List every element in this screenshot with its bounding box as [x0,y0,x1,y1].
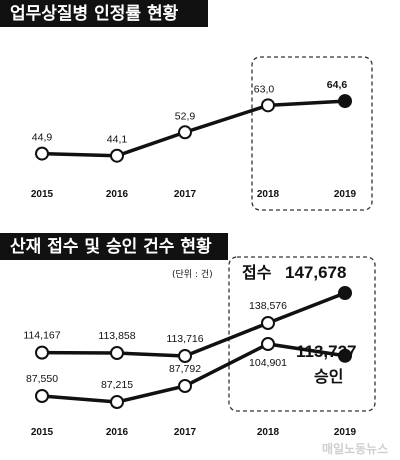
watermark: 매일노동뉴스 [322,441,388,456]
chart1-series-lines [41,99,346,158]
chart1-label-2017: 52,9 [175,110,196,122]
chart2-unit-label: (단위 : 건) [172,269,213,280]
chart2-latest-value-intake: 147,678 [285,263,346,282]
chart1-points [35,94,352,163]
chart1-point-2017 [178,125,192,140]
chart1-label-2016: 44,1 [107,134,128,146]
chart1-title-bar [0,0,208,27]
chart2-point-접수-2019 [338,286,352,300]
chart2-point-접수-2018 [261,316,275,330]
chart2-xtick-2019: 2019 [334,427,357,438]
chart1-xtick-2017: 2017 [174,189,197,200]
chart2-series-name-approval: 승인 [314,367,343,386]
chart2-data-labels: 114,167 113,858 113,716 138,576 87,550 87,215… [23,300,287,391]
chart2-point-접수-2017 [178,349,192,363]
chart1-xtick-2015: 2015 [31,189,54,200]
chart2: 산재 접수 및 승인 건수 현황 (단위 : 건) 114,167 113,858… [0,233,376,438]
chart2-xtick-2016: 2016 [106,427,129,438]
chart2-label-승인-2016: 87,215 [101,379,133,391]
chart1-xtick-2019: 2019 [334,189,357,200]
chart2-point-접수-2015 [35,345,49,360]
chart2-point-승인-2019 [338,348,352,363]
chart1-label-2019: 64,6 [327,79,348,91]
chart2-label-승인-2018: 104,901 [249,357,287,369]
chart2-xtick-2017: 2017 [174,427,197,438]
chart1-point-2015 [35,146,49,161]
chart2-label-승인-2015: 87,550 [26,373,58,385]
chart2-point-승인-2015 [35,389,49,403]
chart2-points [35,286,352,409]
chart2-label-접수-2016: 113,858 [98,330,135,342]
chart2-title-bar [0,233,228,260]
chart1-point-2019 [338,94,352,109]
chart2-point-접수-2016 [110,346,124,360]
chart2-latest-value-approval: 113,727 [296,342,357,361]
chart1-label-2015: 44,9 [32,132,53,144]
chart2-label-접수-2015: 114,167 [23,330,60,342]
chart1-xtick-2018: 2018 [257,189,280,200]
chart2-xtick-2018: 2018 [257,427,280,438]
chart2-label-접수-2017: 113,716 [166,333,203,345]
chart2-point-승인-2017 [178,379,192,393]
chart1-highlight-box [251,56,373,211]
chart2-point-승인-2018 [261,337,275,351]
chart1-label-2018: 63,0 [254,83,275,95]
chart2-label-승인-2017: 87,792 [169,363,201,375]
chart1-point-2018 [261,98,275,113]
chart1-point-2016 [110,148,124,163]
chart2-xtick-2015: 2015 [31,427,54,438]
chart2-label-접수-2018: 138,576 [249,300,287,312]
chart2-title: 산재 접수 및 승인 건수 현황 [10,237,212,257]
chart1-line [41,99,346,158]
chart1-x-ticks: 2015 2016 2017 2018 2019 [31,189,357,200]
chart2-x-ticks: 2015 2016 2017 2018 2019 [31,427,357,438]
chart1-xtick-2016: 2016 [106,189,129,200]
chart2-point-승인-2016 [110,395,124,409]
chart1-title: 업무상질병 인정률 현황 [10,3,179,24]
chart1: 업무상질병 인정률 현황 44,9 44,152,963,0 64,6 2015 20… [0,0,373,211]
chart2-highlight-box [228,256,376,412]
chart1-data-labels: 44,9 44,1 52,9 63,0 64,6 [32,79,348,146]
chart2-series-name-intake: 접수 [242,263,272,282]
